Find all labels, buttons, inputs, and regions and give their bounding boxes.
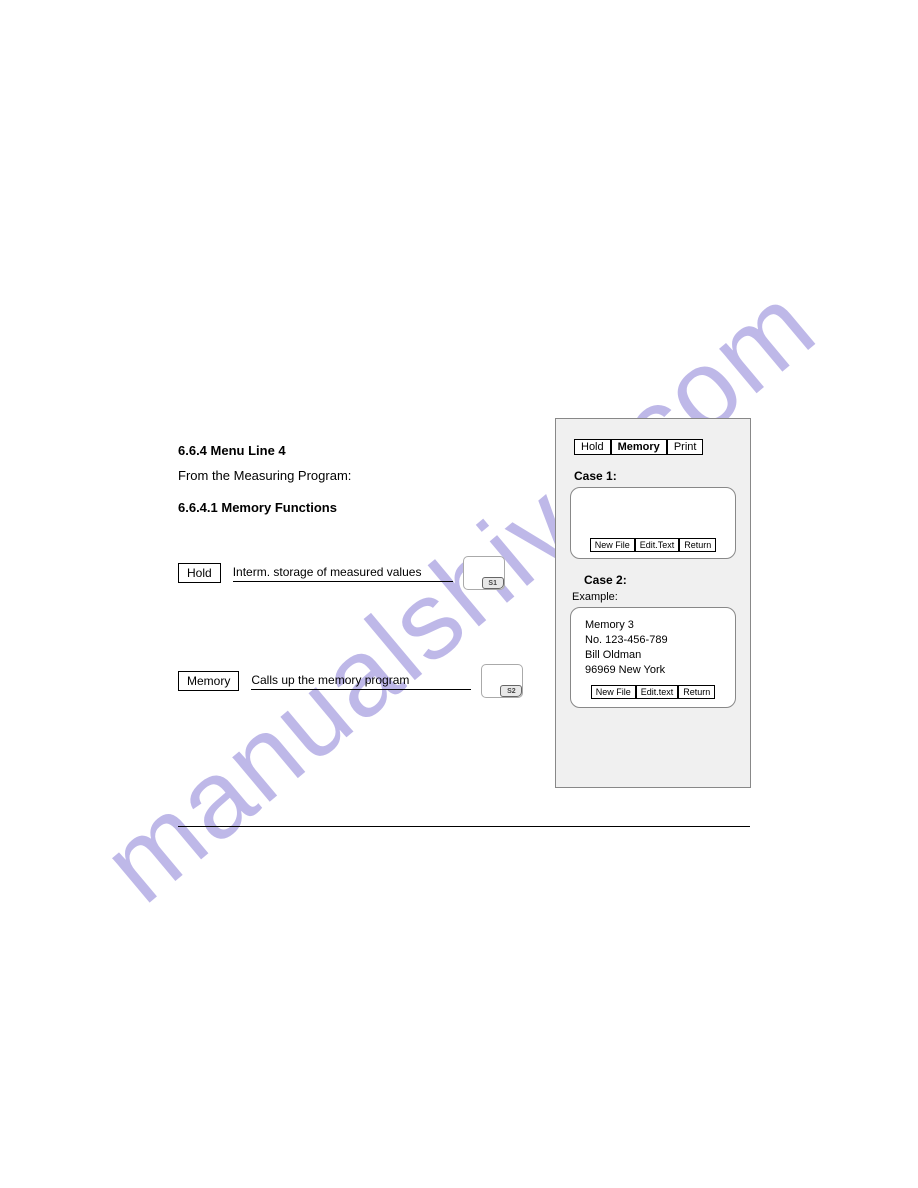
case1-edittext-button[interactable]: Edit.Text [635,538,680,552]
case2-label: Case 2: [584,573,740,587]
row-hold: Hold Interm. storage of measured values … [178,556,505,590]
case2-newfile-button[interactable]: New File [591,685,636,699]
memory-description: Calls up the memory program [251,673,471,690]
case2-button-row: New File Edit.text Return [581,685,725,699]
row-memory: Memory Calls up the memory program S2 [178,664,523,698]
case1-screen: New File Edit.Text Return [570,487,736,559]
panel-print-button[interactable]: Print [667,439,704,455]
case2-line3: Bill Oldman [585,648,725,663]
tab-label-s2: S2 [500,685,522,697]
hold-description: Interm. storage of measured values [233,565,453,582]
case1-label: Case 1: [574,469,740,483]
heading-6-6-4: 6.6.4 Menu Line 4 [178,443,351,458]
hold-button[interactable]: Hold [178,563,221,583]
case1-newfile-button[interactable]: New File [590,538,635,552]
case2-screen: Memory 3 No. 123-456-789 Bill Oldman 969… [570,607,736,708]
top-button-group: Hold Memory Print [574,439,740,455]
case2-line4: 96969 New York [585,663,725,678]
case1-button-row: New File Edit.Text Return [571,538,735,552]
case2-return-button[interactable]: Return [678,685,715,699]
page-content: 6.6.4 Menu Line 4 From the Measuring Pro… [0,0,918,1188]
headings-block: 6.6.4 Menu Line 4 From the Measuring Pro… [178,443,351,483]
case2-edittext-button[interactable]: Edit.text [636,685,679,699]
case1-return-button[interactable]: Return [679,538,716,552]
heading-6-6-4-1: 6.6.4.1 Memory Functions [178,500,337,515]
horizontal-rule [178,826,750,827]
memory-button[interactable]: Memory [178,671,239,691]
panel-hold-button[interactable]: Hold [574,439,611,455]
icon-card-s2: S2 [481,664,523,698]
panel-memory-button[interactable]: Memory [611,439,667,455]
case2-example-label: Example: [572,591,740,603]
icon-card-s1: S1 [463,556,505,590]
tab-label-s1: S1 [482,577,504,589]
right-panel: Hold Memory Print Case 1: New File Edit.… [555,418,751,788]
case2-content: Memory 3 No. 123-456-789 Bill Oldman 969… [585,618,725,677]
case2-line2: No. 123-456-789 [585,633,725,648]
heading-from: From the Measuring Program: [178,468,351,483]
case2-line1: Memory 3 [585,618,725,633]
